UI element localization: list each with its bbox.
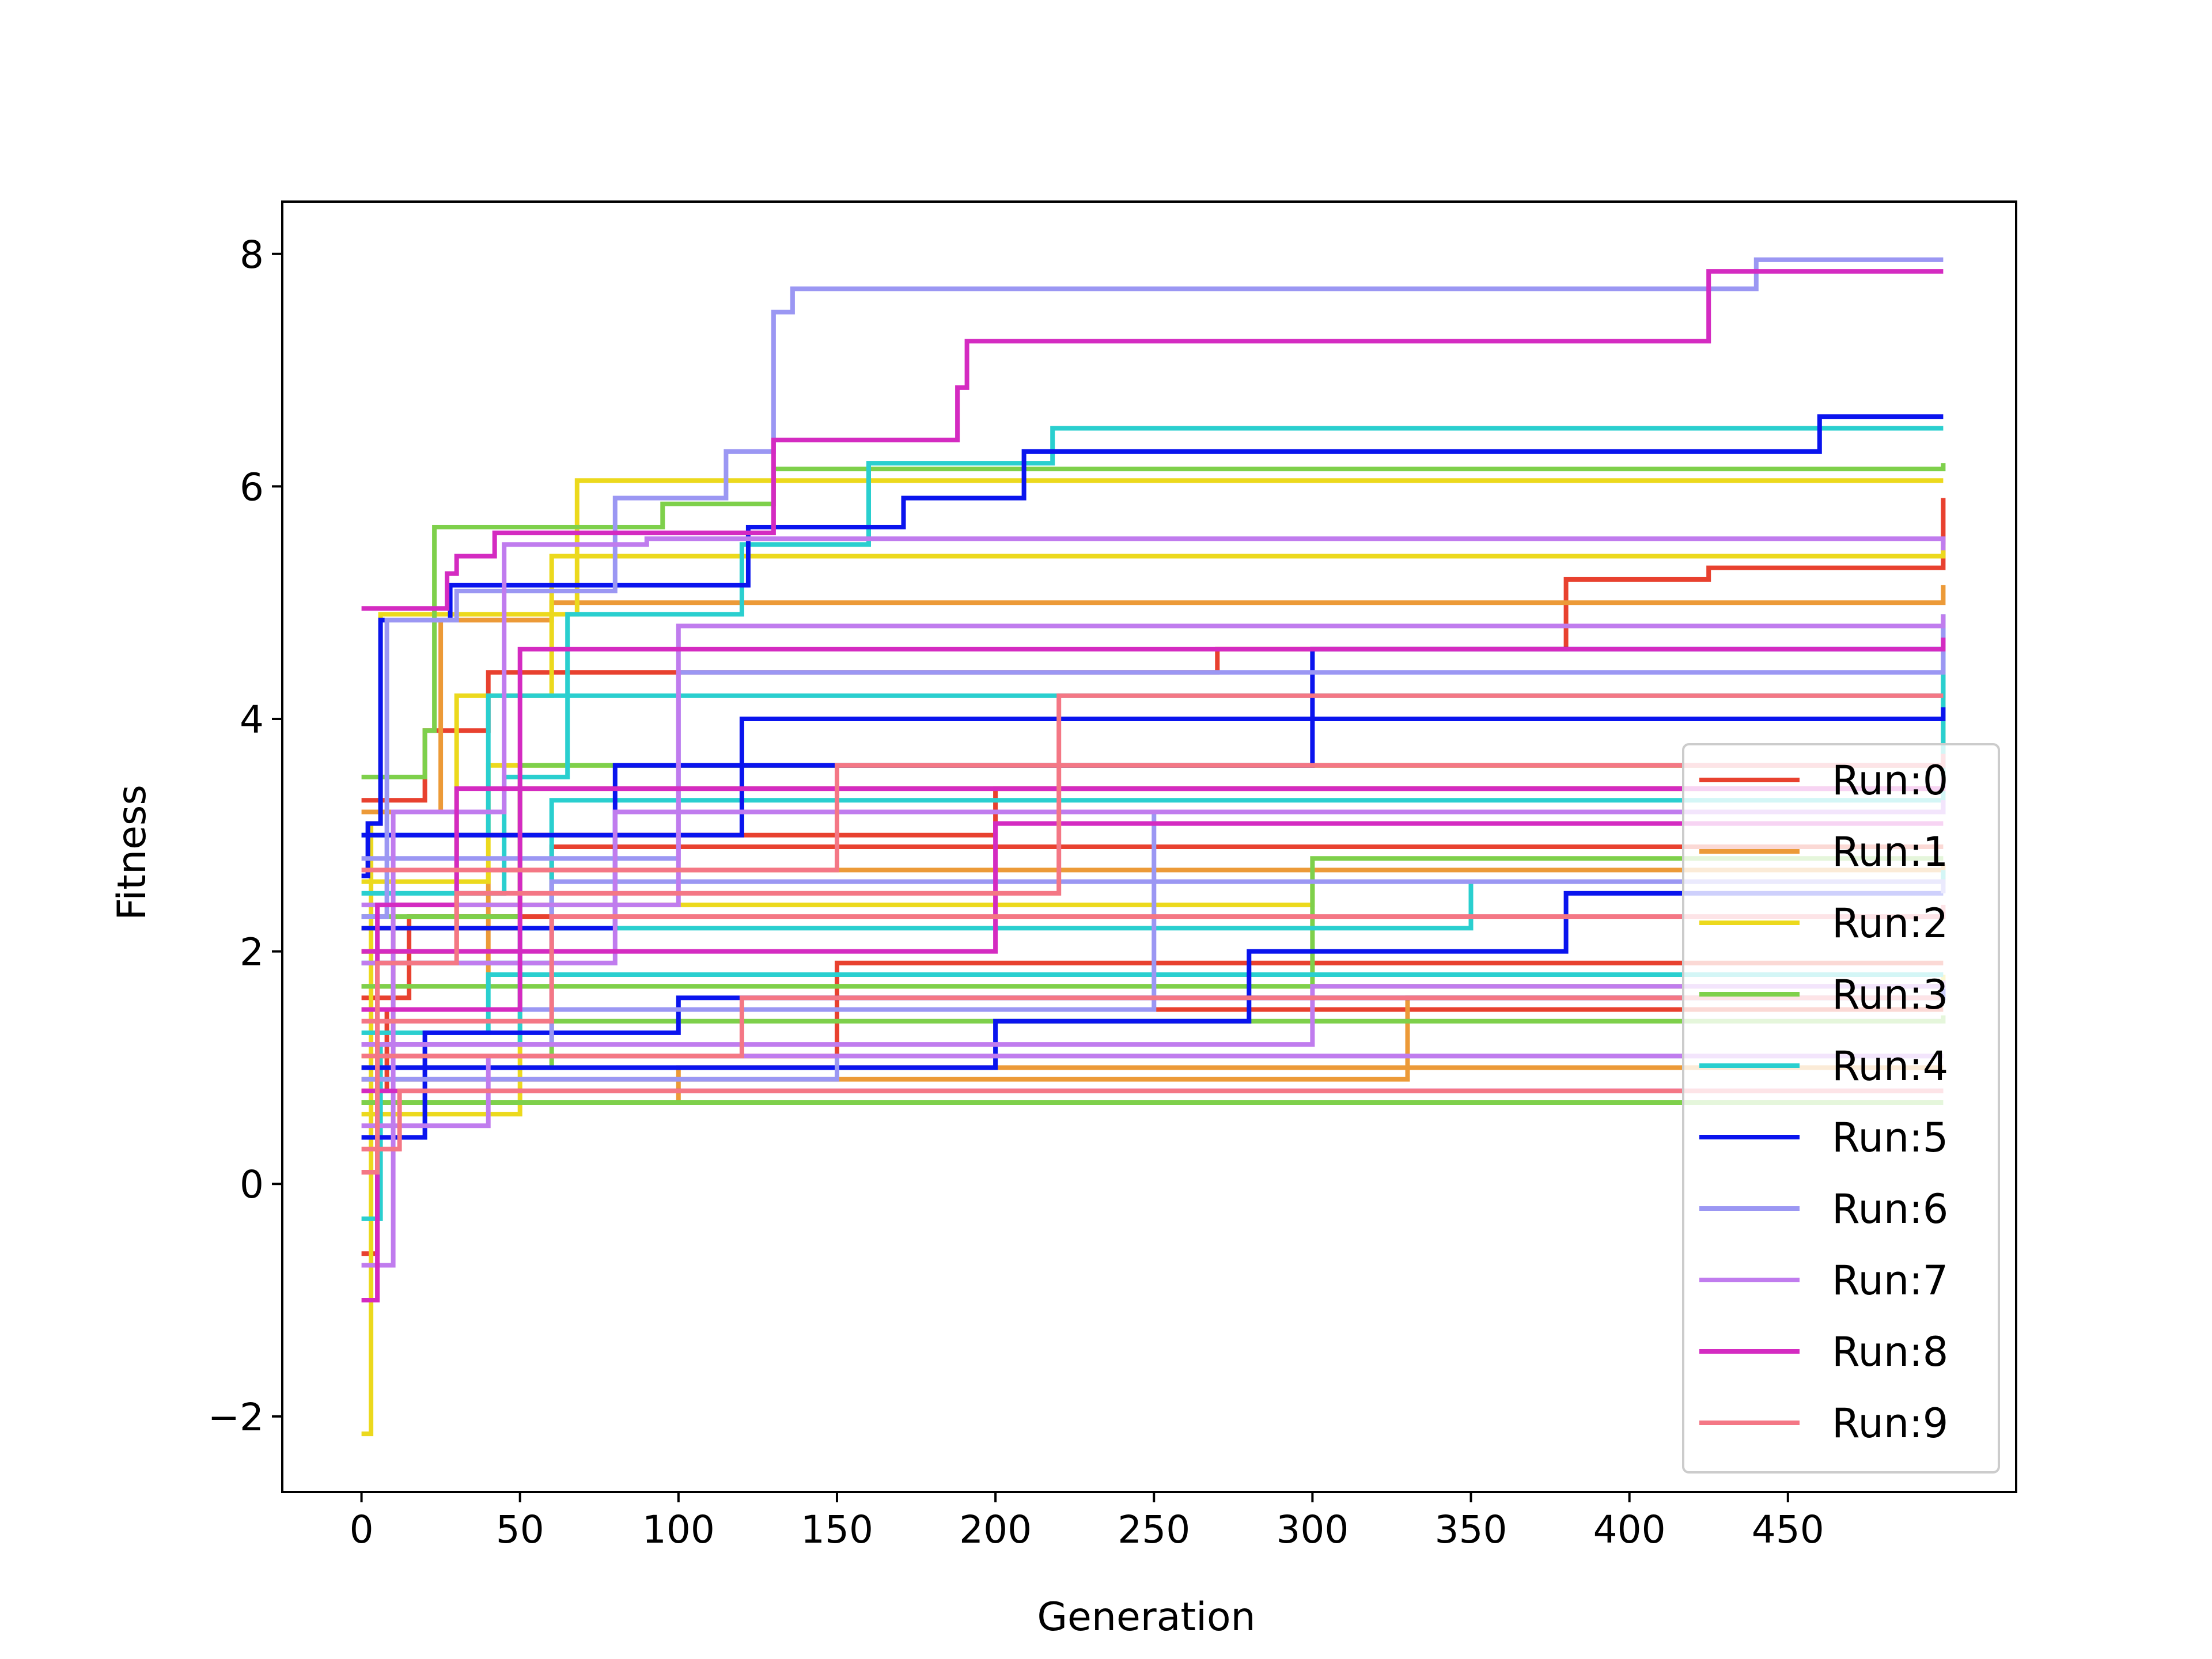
legend-label-run-3: Run:3 [1832,971,1948,1018]
x-axis: 0 50 100 150 200 250 300 350 400 450 [350,1492,1824,1552]
series-run-5-line-3 [361,891,1944,1070]
series-run-9-line-1 [361,1088,1944,1152]
series-run-3-line-0 [361,463,1946,779]
y-tick-label-0: −2 [208,1395,264,1440]
x-tick-label-200: 200 [959,1508,1032,1552]
series-run-5-line-0 [361,414,1944,878]
legend-label-run-8: Run:8 [1832,1328,1948,1376]
series-run-8-line-4 [361,821,1944,954]
series-run-9-line-4 [361,995,1944,1059]
legend-label-run-5: Run:5 [1832,1114,1948,1161]
series-run-3-line-4 [361,856,1944,989]
x-tick-label-400: 400 [1593,1508,1666,1552]
legend-label-run-6: Run:6 [1832,1185,1948,1233]
plot-frame [281,200,2017,1493]
legend: Run:0 Run:1 Run:2 Run:3 Run:4 Run:5 Run:6 Run:7… [1682,743,2000,1474]
legend-label-run-4: Run:4 [1832,1043,1948,1090]
x-tick-label-150: 150 [801,1508,873,1552]
x-axis-label: Generation [1037,1594,1255,1640]
x-tick-label-350: 350 [1435,1508,1508,1552]
legend-label-run-9: Run:9 [1832,1400,1948,1447]
y-axis: −2 0 2 4 6 8 [208,233,282,1440]
y-tick-label-2: 2 [240,930,264,975]
y-tick-label-4: 6 [240,465,264,509]
legend-box [1682,743,2000,1474]
x-tick-label-0: 0 [350,1508,374,1552]
x-tick-label-300: 300 [1276,1508,1349,1552]
x-tick-label-450: 450 [1752,1508,1824,1552]
y-axis-label: Fitness [109,785,155,921]
series-run-7-line-2 [361,614,1946,907]
x-tick-label-50: 50 [496,1508,544,1552]
legend-label-run-1: Run:1 [1832,828,1948,876]
series-run-8-line-0 [361,269,1944,611]
x-tick-label-100: 100 [642,1508,715,1552]
legend-label-run-0: Run:0 [1832,757,1948,804]
legend-label-run-2: Run:2 [1832,900,1948,947]
y-tick-label-1: 0 [240,1162,264,1207]
series-run-9-line-0 [361,693,1944,1175]
y-tick-label-5: 8 [240,233,264,277]
y-tick-label-3: 4 [240,698,264,742]
legend-label-run-7: Run:7 [1832,1257,1948,1304]
series-run-8-line-2 [361,637,1946,1012]
series-run-6-line-0 [361,257,1944,919]
x-tick-label-250: 250 [1118,1508,1190,1552]
series-run-7-line-0 [361,536,1946,1268]
